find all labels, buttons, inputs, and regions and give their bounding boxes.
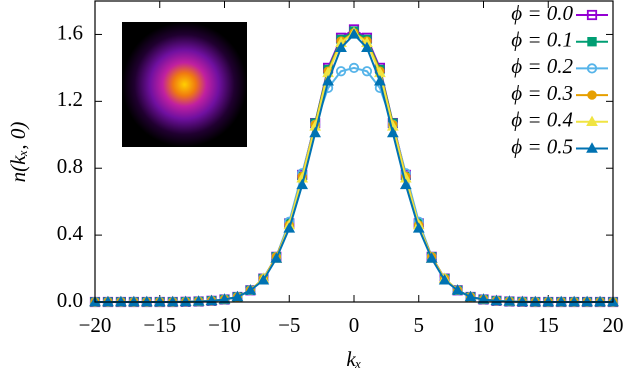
x-tick-label: −15	[143, 313, 176, 337]
marker	[516, 295, 529, 307]
marker	[542, 295, 555, 307]
marker	[127, 295, 140, 307]
legend-label: ϕ = 0.1	[511, 28, 573, 52]
x-tick-label: 5	[414, 313, 425, 337]
marker	[166, 295, 179, 307]
marker	[322, 75, 334, 86]
y-axis-label: n(kₓ, 0)	[6, 122, 30, 183]
marker	[115, 295, 127, 307]
marker	[257, 274, 270, 285]
marker	[586, 9, 598, 21]
marker	[586, 63, 598, 74]
marker	[438, 274, 451, 285]
x-tick-label: 20	[603, 313, 623, 337]
y-tick-label: 0.0	[57, 288, 83, 312]
marker	[231, 290, 244, 302]
marker	[309, 126, 322, 138]
x-tick-label: −5	[278, 313, 300, 337]
marker	[503, 295, 516, 306]
y-tick-label: 0.4	[57, 221, 84, 245]
marker	[581, 295, 593, 307]
marker	[586, 115, 598, 126]
y-tick-label: 1.6	[57, 20, 83, 44]
marker	[594, 295, 606, 307]
legend-label: ϕ = 0.5	[511, 134, 573, 158]
legend-label: ϕ = 0.4	[511, 108, 573, 132]
marker	[244, 284, 257, 295]
x-tick-label: 0	[349, 313, 360, 337]
marker	[140, 295, 153, 307]
marker	[348, 62, 360, 73]
marker	[153, 295, 166, 307]
legend-label: ϕ = 0.2	[511, 54, 573, 78]
marker	[335, 66, 347, 77]
inset-image	[122, 22, 247, 147]
marker	[399, 178, 412, 190]
marker	[335, 41, 347, 53]
marker	[386, 126, 399, 138]
marker	[348, 28, 360, 39]
marker	[555, 295, 568, 307]
marker	[296, 178, 309, 190]
marker	[568, 295, 581, 307]
x-tick-label: 10	[473, 313, 494, 337]
marker	[529, 295, 542, 307]
marker	[451, 284, 464, 295]
y-tick-label: 1.2	[57, 87, 83, 111]
marker	[464, 290, 477, 302]
marker	[374, 75, 386, 86]
marker	[283, 222, 296, 233]
marker	[587, 90, 597, 100]
plot-frame	[94, 0, 614, 303]
marker	[361, 66, 373, 77]
legend-label: ϕ = 0.3	[511, 81, 573, 105]
marker	[587, 37, 597, 47]
marker	[218, 293, 231, 304]
x-tick-label: 15	[538, 313, 559, 337]
marker	[179, 295, 192, 307]
marker	[270, 252, 283, 263]
x-axis-label: kₓ	[346, 347, 361, 371]
marker	[361, 41, 373, 53]
marker	[477, 293, 490, 304]
x-tick-label: −10	[208, 313, 241, 337]
x-tick-label: −20	[79, 313, 112, 337]
y-tick-label: 0.8	[57, 154, 83, 178]
marker	[102, 295, 114, 307]
marker	[425, 252, 438, 263]
legend-label: ϕ = 0.0	[511, 1, 573, 25]
marker	[192, 295, 205, 306]
marker	[412, 222, 425, 233]
marker	[586, 142, 598, 153]
